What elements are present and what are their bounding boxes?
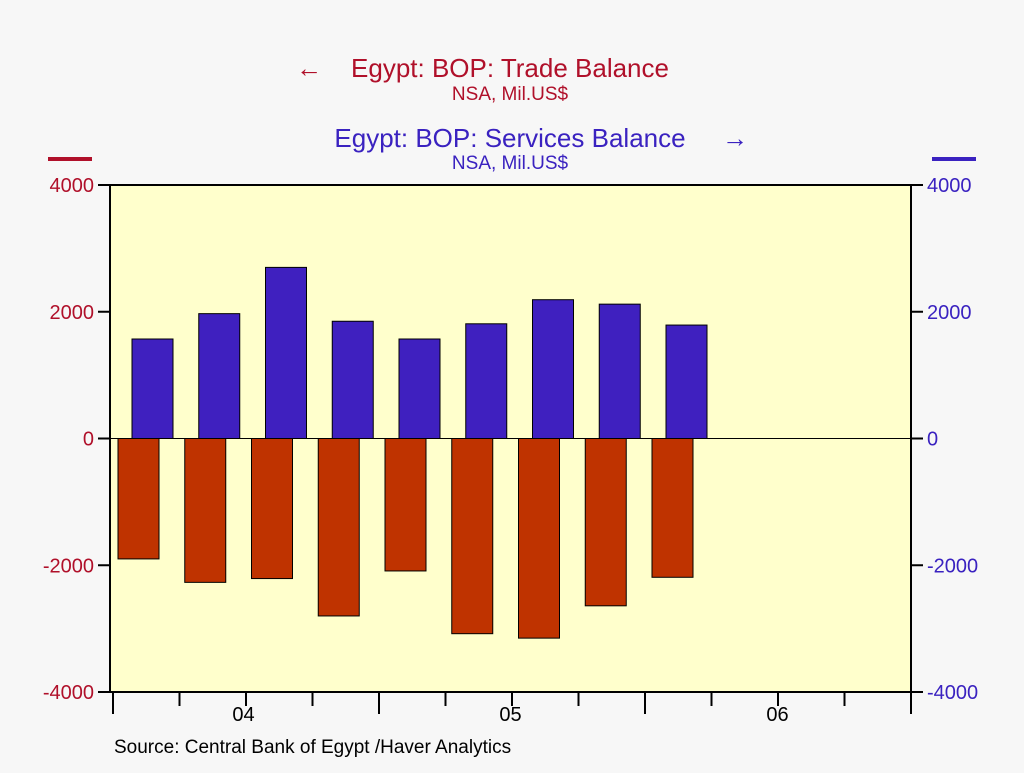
services-balance-bar	[665, 324, 708, 439]
services-balance-bar	[398, 338, 441, 439]
services-balance-bar	[198, 313, 241, 439]
right-axis-tick-label: -4000	[927, 682, 978, 704]
x-axis-tick-label: 05	[499, 704, 521, 726]
trade-balance-bar	[184, 438, 227, 583]
trade-balance-bar	[384, 438, 427, 572]
left-axis-tick-label: 0	[83, 429, 94, 451]
left-axis-legend-swatch	[48, 157, 92, 161]
right-axis-tick-label: -2000	[927, 555, 978, 577]
right-axis-legend-swatch	[932, 157, 976, 161]
right-axis-tick-label: 2000	[927, 302, 972, 324]
x-axis-tick-label: 06	[766, 704, 788, 726]
services-balance-bar	[532, 299, 574, 439]
trade-balance-bar	[518, 438, 560, 639]
services-balance-bar	[131, 338, 174, 439]
left-axis-tick-label: 4000	[50, 175, 95, 197]
trade-balance-bar	[117, 438, 160, 560]
trade-balance-bar	[317, 438, 360, 617]
services-title-arrow: →	[722, 123, 748, 153]
services-balance-bar	[265, 266, 307, 440]
bars-layer	[117, 266, 708, 639]
trade-balance-bar	[651, 438, 694, 578]
source-note: Source: Central Bank of Egypt /Haver Ana…	[114, 737, 511, 758]
left-axis-tick-label: -2000	[43, 555, 94, 577]
services-balance-bar	[598, 303, 641, 439]
right-axis-tick-label: 4000	[927, 175, 972, 197]
services-title: Egypt: BOP: Services Balance	[334, 123, 685, 153]
axis-layer: 4000 2000 0 -2000 -4000 4000 2000 0 -2000 -4000 04…	[43, 175, 978, 726]
x-axis-tick-label: 04	[232, 704, 254, 726]
right-axis-tick-label: 0	[927, 429, 938, 451]
services-balance-bar	[331, 320, 374, 440]
left-axis-tick-label: -4000	[43, 682, 94, 704]
services-balance-bar	[465, 323, 508, 440]
trade-unit: NSA, Mil.US$	[452, 84, 569, 105]
trade-balance-bar	[451, 438, 494, 635]
trade-title: Egypt: BOP: Trade Balance	[351, 53, 669, 83]
trade-balance-bar	[584, 438, 627, 607]
trade-balance-bar	[251, 438, 293, 580]
trade-title-arrow: ←	[296, 53, 322, 83]
services-unit: NSA, Mil.US$	[452, 153, 569, 174]
left-axis-tick-label: 2000	[50, 302, 95, 324]
